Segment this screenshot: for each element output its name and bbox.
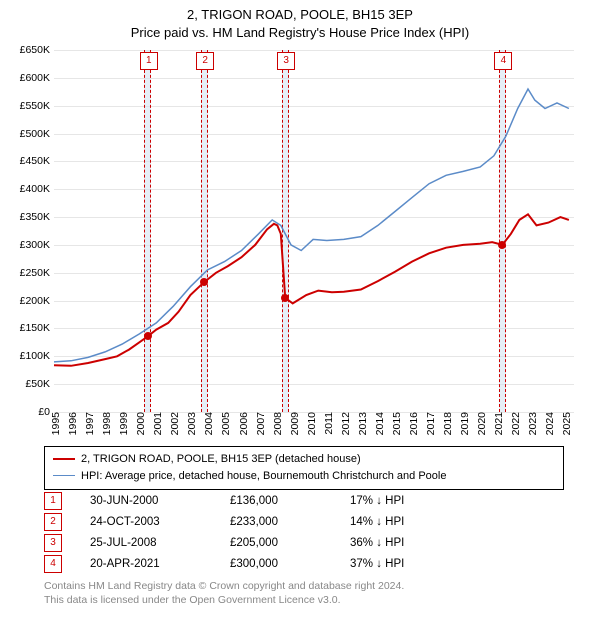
y-tick-label: £600K	[20, 72, 50, 84]
y-tick-label: £300K	[20, 239, 50, 251]
series-price_paid	[54, 214, 569, 365]
legend-swatch	[53, 458, 75, 460]
sale-hpi-diff: 37% ↓ HPI	[350, 558, 470, 570]
x-tick-label: 1996	[67, 412, 79, 435]
legend-item: HPI: Average price, detached house, Bour…	[53, 468, 555, 485]
x-tick-label: 2021	[493, 412, 505, 435]
y-tick-label: £200K	[20, 295, 50, 307]
sale-price: £233,000	[230, 516, 350, 528]
footnote-line-1: Contains HM Land Registry data © Crown c…	[44, 580, 404, 594]
y-tick-label: £550K	[20, 100, 50, 112]
y-tick-label: £650K	[20, 44, 50, 56]
y-tick-label: £50K	[25, 378, 50, 390]
sale-row: 1 30-JUN-2000£136,00017% ↓ HPI	[44, 490, 470, 511]
legend-label: HPI: Average price, detached house, Bour…	[81, 468, 446, 485]
x-tick-label: 2008	[272, 412, 284, 435]
sale-index: 1	[44, 492, 62, 510]
sale-hpi-diff: 17% ↓ HPI	[350, 495, 470, 507]
sale-date: 30-JUN-2000	[90, 495, 230, 507]
legend-swatch	[53, 475, 75, 476]
title-line-2: Price paid vs. HM Land Registry's House …	[0, 24, 600, 42]
x-tick-label: 2023	[527, 412, 539, 435]
x-tick-label: 2018	[442, 412, 454, 435]
sale-row: 2 24-OCT-2003£233,00014% ↓ HPI	[44, 511, 470, 532]
footnote-line-2: This data is licensed under the Open Gov…	[44, 594, 404, 608]
sale-price: £300,000	[230, 558, 350, 570]
sale-price: £205,000	[230, 537, 350, 549]
chart-title: 2, TRIGON ROAD, POOLE, BH15 3EP Price pa…	[0, 0, 600, 41]
x-tick-label: 2014	[374, 412, 386, 435]
x-tick-label: 1997	[84, 412, 96, 435]
price-vs-hpi-chart: { "title_line1": "2, TRIGON ROAD, POOLE,…	[0, 0, 600, 620]
x-tick-label: 1995	[50, 412, 62, 435]
line-series-layer	[54, 50, 574, 412]
sale-index: 3	[44, 534, 62, 552]
x-tick-label: 2013	[357, 412, 369, 435]
sale-hpi-diff: 14% ↓ HPI	[350, 516, 470, 528]
x-tick-label: 2011	[323, 412, 335, 435]
x-tick-label: 2007	[255, 412, 267, 435]
x-tick-label: 2000	[135, 412, 147, 435]
y-tick-label: £350K	[20, 211, 50, 223]
plot-area: £0£50K£100K£150K£200K£250K£300K£350K£400…	[54, 50, 574, 412]
x-tick-label: 2006	[238, 412, 250, 435]
legend-label: 2, TRIGON ROAD, POOLE, BH15 3EP (detache…	[81, 451, 361, 468]
x-tick-label: 2005	[220, 412, 232, 435]
y-tick-label: £0	[38, 406, 50, 418]
sales-table: 1 30-JUN-2000£136,00017% ↓ HPI 2 24-OCT-200…	[44, 490, 470, 574]
x-tick-label: 2001	[152, 412, 164, 435]
x-tick-label: 2025	[561, 412, 573, 435]
y-tick-label: £400K	[20, 183, 50, 195]
x-tick-label: 2019	[459, 412, 471, 435]
x-tick-label: 2010	[306, 412, 318, 435]
sale-row: 3 25-JUL-2008£205,00036% ↓ HPI	[44, 532, 470, 553]
y-tick-label: £150K	[20, 322, 50, 334]
footnote: Contains HM Land Registry data © Crown c…	[44, 580, 404, 607]
sale-row: 4 20-APR-2021£300,00037% ↓ HPI	[44, 553, 470, 574]
x-tick-label: 2012	[340, 412, 352, 435]
sale-index: 2	[44, 513, 62, 531]
x-tick-label: 2009	[289, 412, 301, 435]
x-tick-label: 2016	[408, 412, 420, 435]
y-tick-label: £250K	[20, 267, 50, 279]
x-tick-label: 2020	[476, 412, 488, 435]
x-tick-label: 2002	[169, 412, 181, 435]
x-tick-label: 2003	[186, 412, 198, 435]
legend-item: 2, TRIGON ROAD, POOLE, BH15 3EP (detache…	[53, 451, 555, 468]
y-tick-label: £450K	[20, 155, 50, 167]
x-tick-label: 1998	[101, 412, 113, 435]
x-tick-label: 2024	[544, 412, 556, 435]
sale-date: 25-JUL-2008	[90, 537, 230, 549]
y-tick-label: £500K	[20, 128, 50, 140]
title-line-1: 2, TRIGON ROAD, POOLE, BH15 3EP	[0, 6, 600, 24]
x-tick-label: 2017	[425, 412, 437, 435]
x-tick-label: 2015	[391, 412, 403, 435]
sale-index: 4	[44, 555, 62, 573]
x-tick-label: 2022	[510, 412, 522, 435]
y-tick-label: £100K	[20, 350, 50, 362]
series-hpi	[54, 89, 569, 362]
sale-date: 24-OCT-2003	[90, 516, 230, 528]
legend: 2, TRIGON ROAD, POOLE, BH15 3EP (detache…	[44, 446, 564, 490]
x-tick-label: 2004	[203, 412, 215, 435]
sale-hpi-diff: 36% ↓ HPI	[350, 537, 470, 549]
sale-price: £136,000	[230, 495, 350, 507]
x-tick-label: 1999	[118, 412, 130, 435]
sale-date: 20-APR-2021	[90, 558, 230, 570]
